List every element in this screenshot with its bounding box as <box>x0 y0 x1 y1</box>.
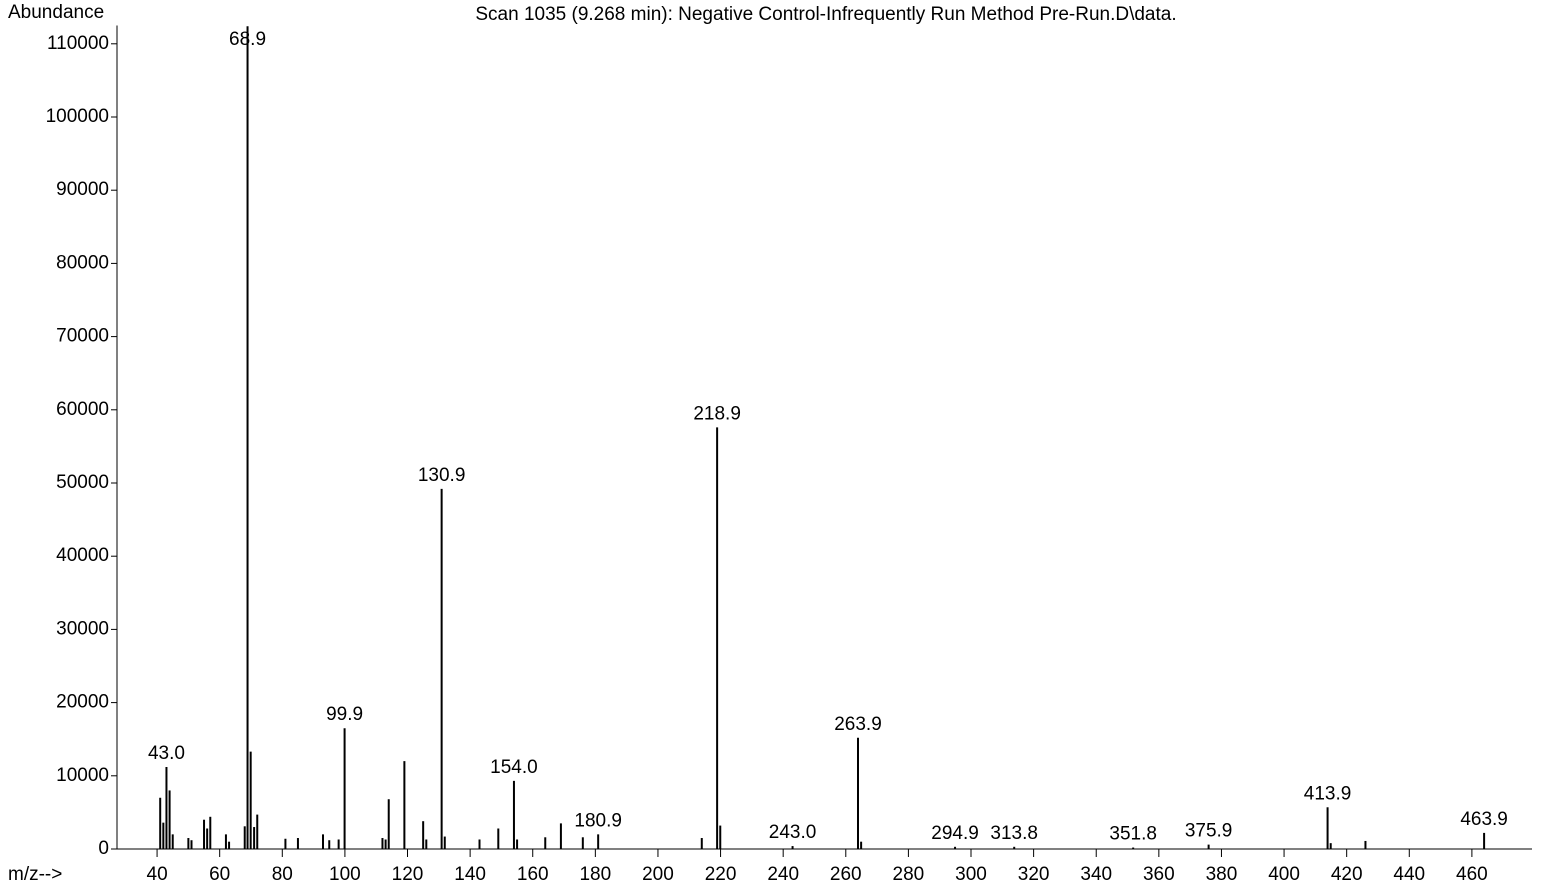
y-tick-label: 0 <box>98 838 109 859</box>
x-tick-label: 400 <box>1268 864 1300 885</box>
x-tick-label: 240 <box>767 864 799 885</box>
x-axis-label: m/z--> <box>8 864 62 885</box>
x-tick-label: 280 <box>893 864 925 885</box>
x-tick-label: 300 <box>955 864 987 885</box>
x-tick-label: 320 <box>1018 864 1050 885</box>
y-tick-label: 50000 <box>56 472 109 493</box>
x-tick-label: 120 <box>392 864 424 885</box>
x-tick-label: 80 <box>272 864 293 885</box>
x-tick-label: 160 <box>517 864 549 885</box>
peak-label: 463.9 <box>1460 809 1508 830</box>
x-tick-label: 40 <box>147 864 168 885</box>
peak-label: 375.9 <box>1185 821 1233 842</box>
y-tick-label: 100000 <box>46 106 109 127</box>
x-tick-label: 60 <box>209 864 230 885</box>
y-tick-label: 70000 <box>56 326 109 347</box>
x-tick-label: 340 <box>1080 864 1112 885</box>
y-tick-label: 40000 <box>56 545 109 566</box>
peak-label: 351.8 <box>1109 824 1157 845</box>
y-tick-label: 110000 <box>47 33 109 54</box>
y-tick-label: 60000 <box>56 399 109 420</box>
peak-label: 263.9 <box>834 714 882 735</box>
y-axis-label: Abundance <box>8 2 104 23</box>
peak-label: 43.0 <box>148 743 185 764</box>
y-tick-label: 30000 <box>56 618 109 639</box>
x-tick-label: 140 <box>454 864 486 885</box>
peak-label: 313.8 <box>990 823 1038 844</box>
x-tick-label: 260 <box>830 864 862 885</box>
x-tick-label: 220 <box>705 864 737 885</box>
y-tick-label: 10000 <box>56 765 109 786</box>
x-tick-label: 180 <box>579 864 611 885</box>
x-tick-label: 460 <box>1456 864 1488 885</box>
x-tick-label: 420 <box>1331 864 1363 885</box>
peak-label: 154.0 <box>490 757 538 778</box>
y-tick-label: 90000 <box>56 179 109 200</box>
peak-label: 243.0 <box>769 822 817 843</box>
peak-label: 130.9 <box>418 465 466 486</box>
y-tick-label: 80000 <box>56 252 109 273</box>
x-tick-label: 360 <box>1143 864 1175 885</box>
x-tick-label: 380 <box>1206 864 1238 885</box>
x-tick-label: 100 <box>329 864 361 885</box>
x-tick-label: 440 <box>1393 864 1425 885</box>
y-tick-label: 20000 <box>56 692 109 713</box>
peak-label: 413.9 <box>1304 783 1352 804</box>
peak-label: 218.9 <box>693 403 741 424</box>
peak-label: 180.9 <box>574 810 622 831</box>
chart-title: Scan 1035 (9.268 min): Negative Control-… <box>475 4 1176 25</box>
peak-label: 68.9 <box>229 29 266 50</box>
peak-label: 99.9 <box>326 704 363 725</box>
x-tick-label: 200 <box>642 864 674 885</box>
peak-label: 294.9 <box>931 823 979 844</box>
